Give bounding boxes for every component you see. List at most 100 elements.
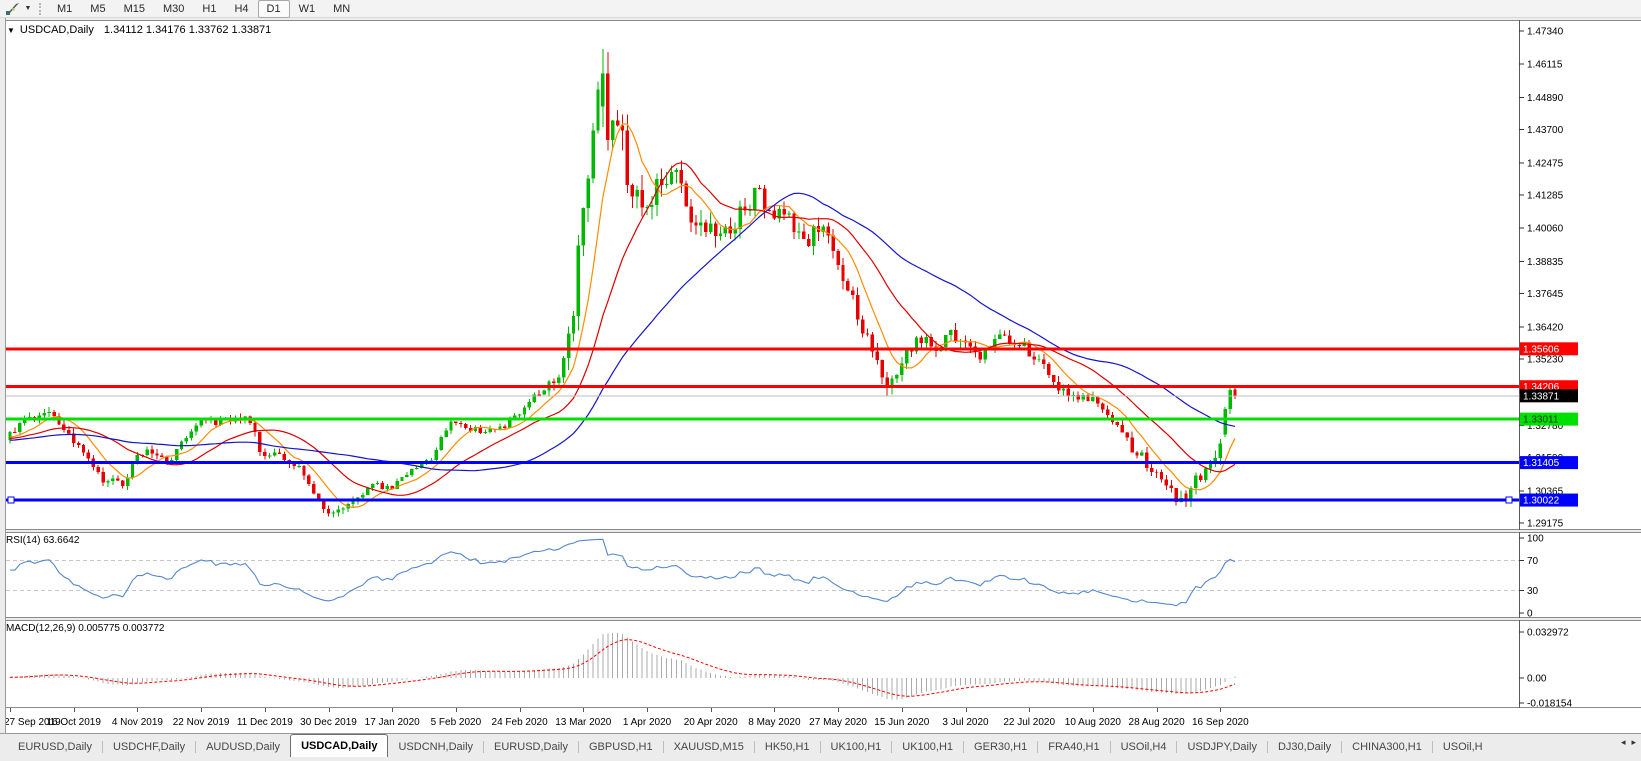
timeframe-button-h4[interactable]: H4 — [234, 2, 249, 15]
chart-tab-eurusd-daily[interactable]: EURUSD,Daily — [18, 741, 92, 753]
bid-price-line-badge — [1520, 389, 1578, 403]
date-label: 22 Jul 2020 — [1003, 717, 1056, 728]
time-tick — [583, 708, 585, 712]
timeframe-button-mn[interactable]: MN — [333, 2, 351, 15]
candles-series — [8, 48, 1237, 518]
chart-tab-xauusd-m15[interactable]: XAUUSD,M15 — [673, 741, 744, 753]
price-tick-label: 1.47340 — [1527, 27, 1564, 38]
time-tick — [137, 708, 139, 712]
date-label: 13 Mar 2020 — [555, 717, 612, 728]
macd-canvas[interactable]: 0.032972 0.00 -0.018154 — [0, 620, 1641, 708]
tab-separator — [891, 741, 893, 753]
time-tick — [10, 708, 11, 712]
price-tick-label: 1.35230 — [1527, 354, 1564, 365]
rsi-panel[interactable]: RSI(14) 63.6642 100 70 30 0 — [0, 532, 1641, 618]
chart-tab-usdjpy-daily[interactable]: USDJPY,Daily — [1187, 741, 1257, 753]
support-line-low-badge-label: 1.30022 — [1523, 496, 1560, 507]
price-tick-label: 1.46115 — [1527, 60, 1563, 71]
time-tick — [965, 708, 967, 712]
time-tick — [1029, 708, 1031, 712]
tab-separator — [578, 741, 579, 753]
window-left-frame — [0, 18, 6, 733]
chart-tab-dj30-daily[interactable]: DJ30,Daily — [1277, 741, 1332, 753]
chart-tab-usdcad-daily[interactable]: USDCAD,Daily — [290, 734, 389, 757]
chart-tab-china300-h1[interactable]: CHINA300,H1 — [1352, 741, 1422, 753]
price-tick-label: 1.37645 — [1527, 289, 1564, 300]
chart-tab-fra40-h1[interactable]: FRA40,H1 — [1048, 741, 1100, 753]
chart-tab-hk50-h1[interactable]: HK50,H1 — [764, 741, 810, 753]
ma-fast-line — [9, 122, 1236, 509]
timeframe-button-m15[interactable]: M15 — [123, 2, 145, 15]
chart-tab-eurusd-daily[interactable]: EURUSD,Daily — [494, 741, 568, 753]
timeframe-button-h1[interactable]: H1 — [202, 2, 217, 15]
chart-tab-uk100-h1[interactable]: UK100,H1 — [902, 741, 954, 753]
tab-scroll-left-icon[interactable]: ◂ — [1620, 737, 1626, 747]
rsi-canvas[interactable]: 100 70 30 0 — [0, 532, 1641, 618]
chart-tab-usoil-h4[interactable]: USOil,H4 — [1120, 741, 1167, 753]
timeframe-button-m30[interactable]: M30 — [162, 2, 185, 15]
macd-signal-line — [9, 639, 1236, 697]
rsi-tick-label: 0 — [1527, 609, 1533, 619]
timeframe-button-m1[interactable]: M1 — [57, 2, 73, 15]
support-line-mid-badge — [1520, 456, 1578, 470]
timeframe-button-d1[interactable]: D1 — [257, 0, 290, 18]
rsi-tick-label: 100 — [1527, 534, 1544, 545]
chart-tab-usdchf-daily[interactable]: USDCHF,Daily — [112, 741, 186, 753]
time-tick — [264, 708, 266, 712]
drawing-tools-icon[interactable] — [2, 1, 22, 17]
support-line-low-badge — [1520, 493, 1578, 507]
chart-ohlc-values: 1.34112 1.34176 1.33762 1.33871 — [103, 24, 272, 36]
support-line-low-handle[interactable] — [1505, 496, 1513, 504]
tab-scroll-right-icon[interactable]: ▸ — [1631, 737, 1636, 747]
time-tick — [1220, 708, 1222, 712]
date-label: 15 Jun 2020 — [874, 717, 930, 728]
macd-label: MACD(12,26,9) 0.005775 0.003772 — [6, 623, 165, 634]
timeframe-button-m5[interactable]: M5 — [90, 2, 106, 15]
resistance-line-upper-badge-label: 1.35606 — [1523, 344, 1560, 355]
chart-tab-usoil-h[interactable]: USOil,H — [1442, 741, 1483, 753]
chart-tab-usdcnh-daily[interactable]: USDCNH,Daily — [398, 741, 474, 753]
time-tick — [774, 708, 776, 712]
time-tick — [73, 708, 75, 712]
price-chart-canvas[interactable]: 1.47340 1.46115 1.44890 1.43700 1.42475 1.412… — [0, 20, 1641, 530]
date-label: 1 Apr 2020 — [622, 717, 672, 728]
main-chart-panel[interactable]: ▼ USDCAD,Daily 1.34112 1.34176 1.33762 1… — [0, 20, 1641, 530]
time-tick — [647, 708, 648, 712]
date-label: 28 Aug 2020 — [1128, 717, 1185, 728]
date-label: 30 Dec 2019 — [300, 717, 357, 728]
macd-panel[interactable]: MACD(12,26,9) 0.005775 0.003772 0.032972… — [0, 620, 1641, 708]
time-tick — [901, 708, 903, 712]
chart-tab-gbpusd-h1[interactable]: GBPUSD,H1 — [589, 741, 653, 753]
macd-tick-label: 0.00 — [1527, 673, 1547, 684]
time-tick — [201, 708, 203, 712]
date-label: 4 Nov 2019 — [111, 717, 163, 728]
resistance-line-upper-badge — [1520, 342, 1578, 356]
chart-title: ▼ USDCAD,Daily 1.34112 1.34176 1.33762 1… — [7, 24, 271, 36]
date-label: 5 Feb 2020 — [430, 717, 482, 728]
chart-tab-uk100-h1[interactable]: UK100,H1 — [830, 741, 882, 753]
chart-tab-ger30-h1[interactable]: GER30,H1 — [974, 741, 1028, 753]
chart-tab-audusd-daily[interactable]: AUDUSD,Daily — [206, 741, 281, 753]
date-label: 16 Sep 2020 — [1191, 717, 1249, 728]
toolbar-grip[interactable] — [39, 2, 41, 15]
support-line-low-handle[interactable] — [7, 496, 15, 504]
rsi-line — [9, 538, 1236, 607]
time-tick — [392, 708, 394, 712]
caret-down-icon[interactable]: ▼ — [24, 5, 32, 12]
date-label: 27 Sep 2019 — [4, 717, 61, 728]
time-tick — [1156, 708, 1158, 712]
time-tick — [328, 708, 330, 712]
time-tick — [710, 708, 712, 712]
date-label: 8 May 2020 — [748, 717, 801, 728]
tab-separator — [753, 741, 755, 753]
tab-separator — [963, 741, 965, 753]
time-tick — [838, 708, 840, 712]
price-tick-label: 1.38835 — [1527, 257, 1564, 268]
time-axis: 27 Sep 2019 16 Oct 2019 4 Nov 2019 22 Nov 2… — [0, 708, 1641, 733]
price-tick-label: 1.32780 — [1527, 421, 1564, 432]
timeframe-button-w1[interactable]: W1 — [298, 2, 316, 15]
date-label: 27 May 2020 — [809, 717, 868, 728]
symbol-menu-icon[interactable]: ▼ — [7, 25, 15, 35]
tab-separator — [1266, 741, 1268, 753]
date-label: 16 Oct 2019 — [46, 717, 101, 728]
